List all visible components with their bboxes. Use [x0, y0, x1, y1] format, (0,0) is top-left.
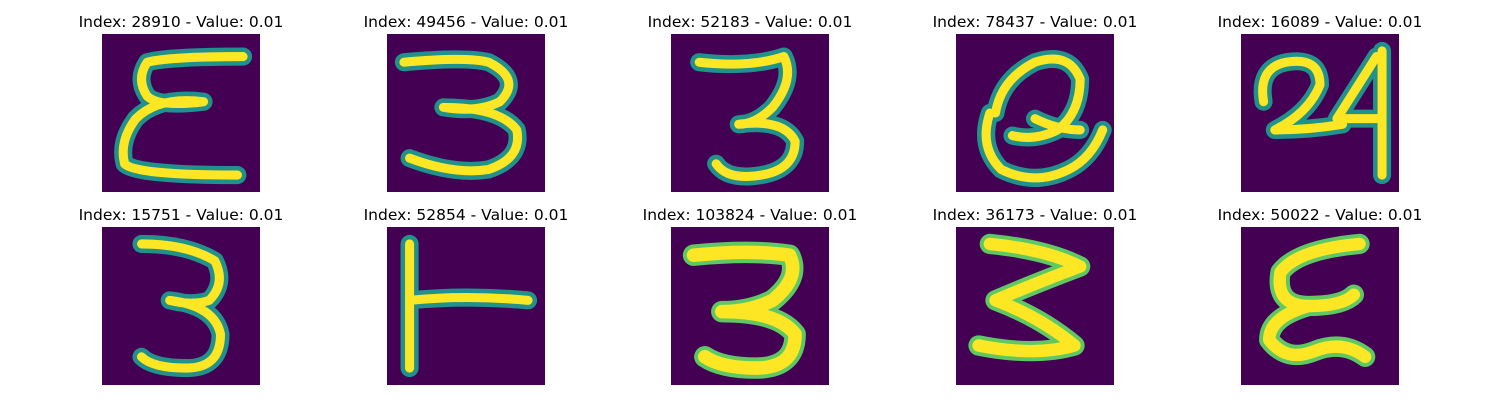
panel-title: Index: 16089 - Value: 0.01 — [1217, 13, 1423, 31]
panel-title: Index: 50022 - Value: 0.01 — [1217, 206, 1423, 224]
panel-2: Index: 49456 - Value: 0.01 — [364, 13, 568, 213]
panel-4: Index: 78437 - Value: 0.01 — [933, 13, 1137, 213]
digit-image-3 — [671, 34, 829, 192]
panel-7: Index: 52854 - Value: 0.01 — [364, 206, 568, 406]
panel-title: Index: 78437 - Value: 0.01 — [932, 13, 1138, 31]
digit-image-3 — [956, 227, 1114, 385]
digit-image-3 — [387, 34, 545, 192]
panel-1: Index: 28910 - Value: 0.01 — [79, 13, 283, 213]
panel-5: Index: 16089 - Value: 0.01 — [1218, 13, 1422, 213]
panel-title: Index: 52854 - Value: 0.01 — [363, 206, 569, 224]
panel-10: Index: 50022 - Value: 0.01 — [1218, 206, 1422, 406]
panel-title: Index: 49456 - Value: 0.01 — [363, 13, 569, 31]
panel-9: Index: 36173 - Value: 0.01 — [933, 206, 1137, 406]
digit-image-3 — [102, 227, 260, 385]
panel-title: Index: 52183 - Value: 0.01 — [647, 13, 853, 31]
digit-image-t — [387, 227, 545, 385]
panel-title: Index: 28910 - Value: 0.01 — [78, 13, 284, 31]
panel-3: Index: 52183 - Value: 0.01 — [648, 13, 852, 213]
digit-image-e — [102, 34, 260, 192]
panel-8: Index: 103824 - Value: 0.01 — [643, 206, 857, 406]
panel-title: Index: 36173 - Value: 0.01 — [932, 206, 1138, 224]
panel-6: Index: 15751 - Value: 0.01 — [79, 206, 283, 406]
digit-image-24 — [1241, 34, 1399, 192]
digit-image-q — [956, 34, 1114, 192]
digit-image-3 — [671, 227, 829, 385]
digit-image-e — [1241, 227, 1399, 385]
panel-title: Index: 103824 - Value: 0.01 — [642, 206, 858, 224]
panel-title: Index: 15751 - Value: 0.01 — [78, 206, 284, 224]
